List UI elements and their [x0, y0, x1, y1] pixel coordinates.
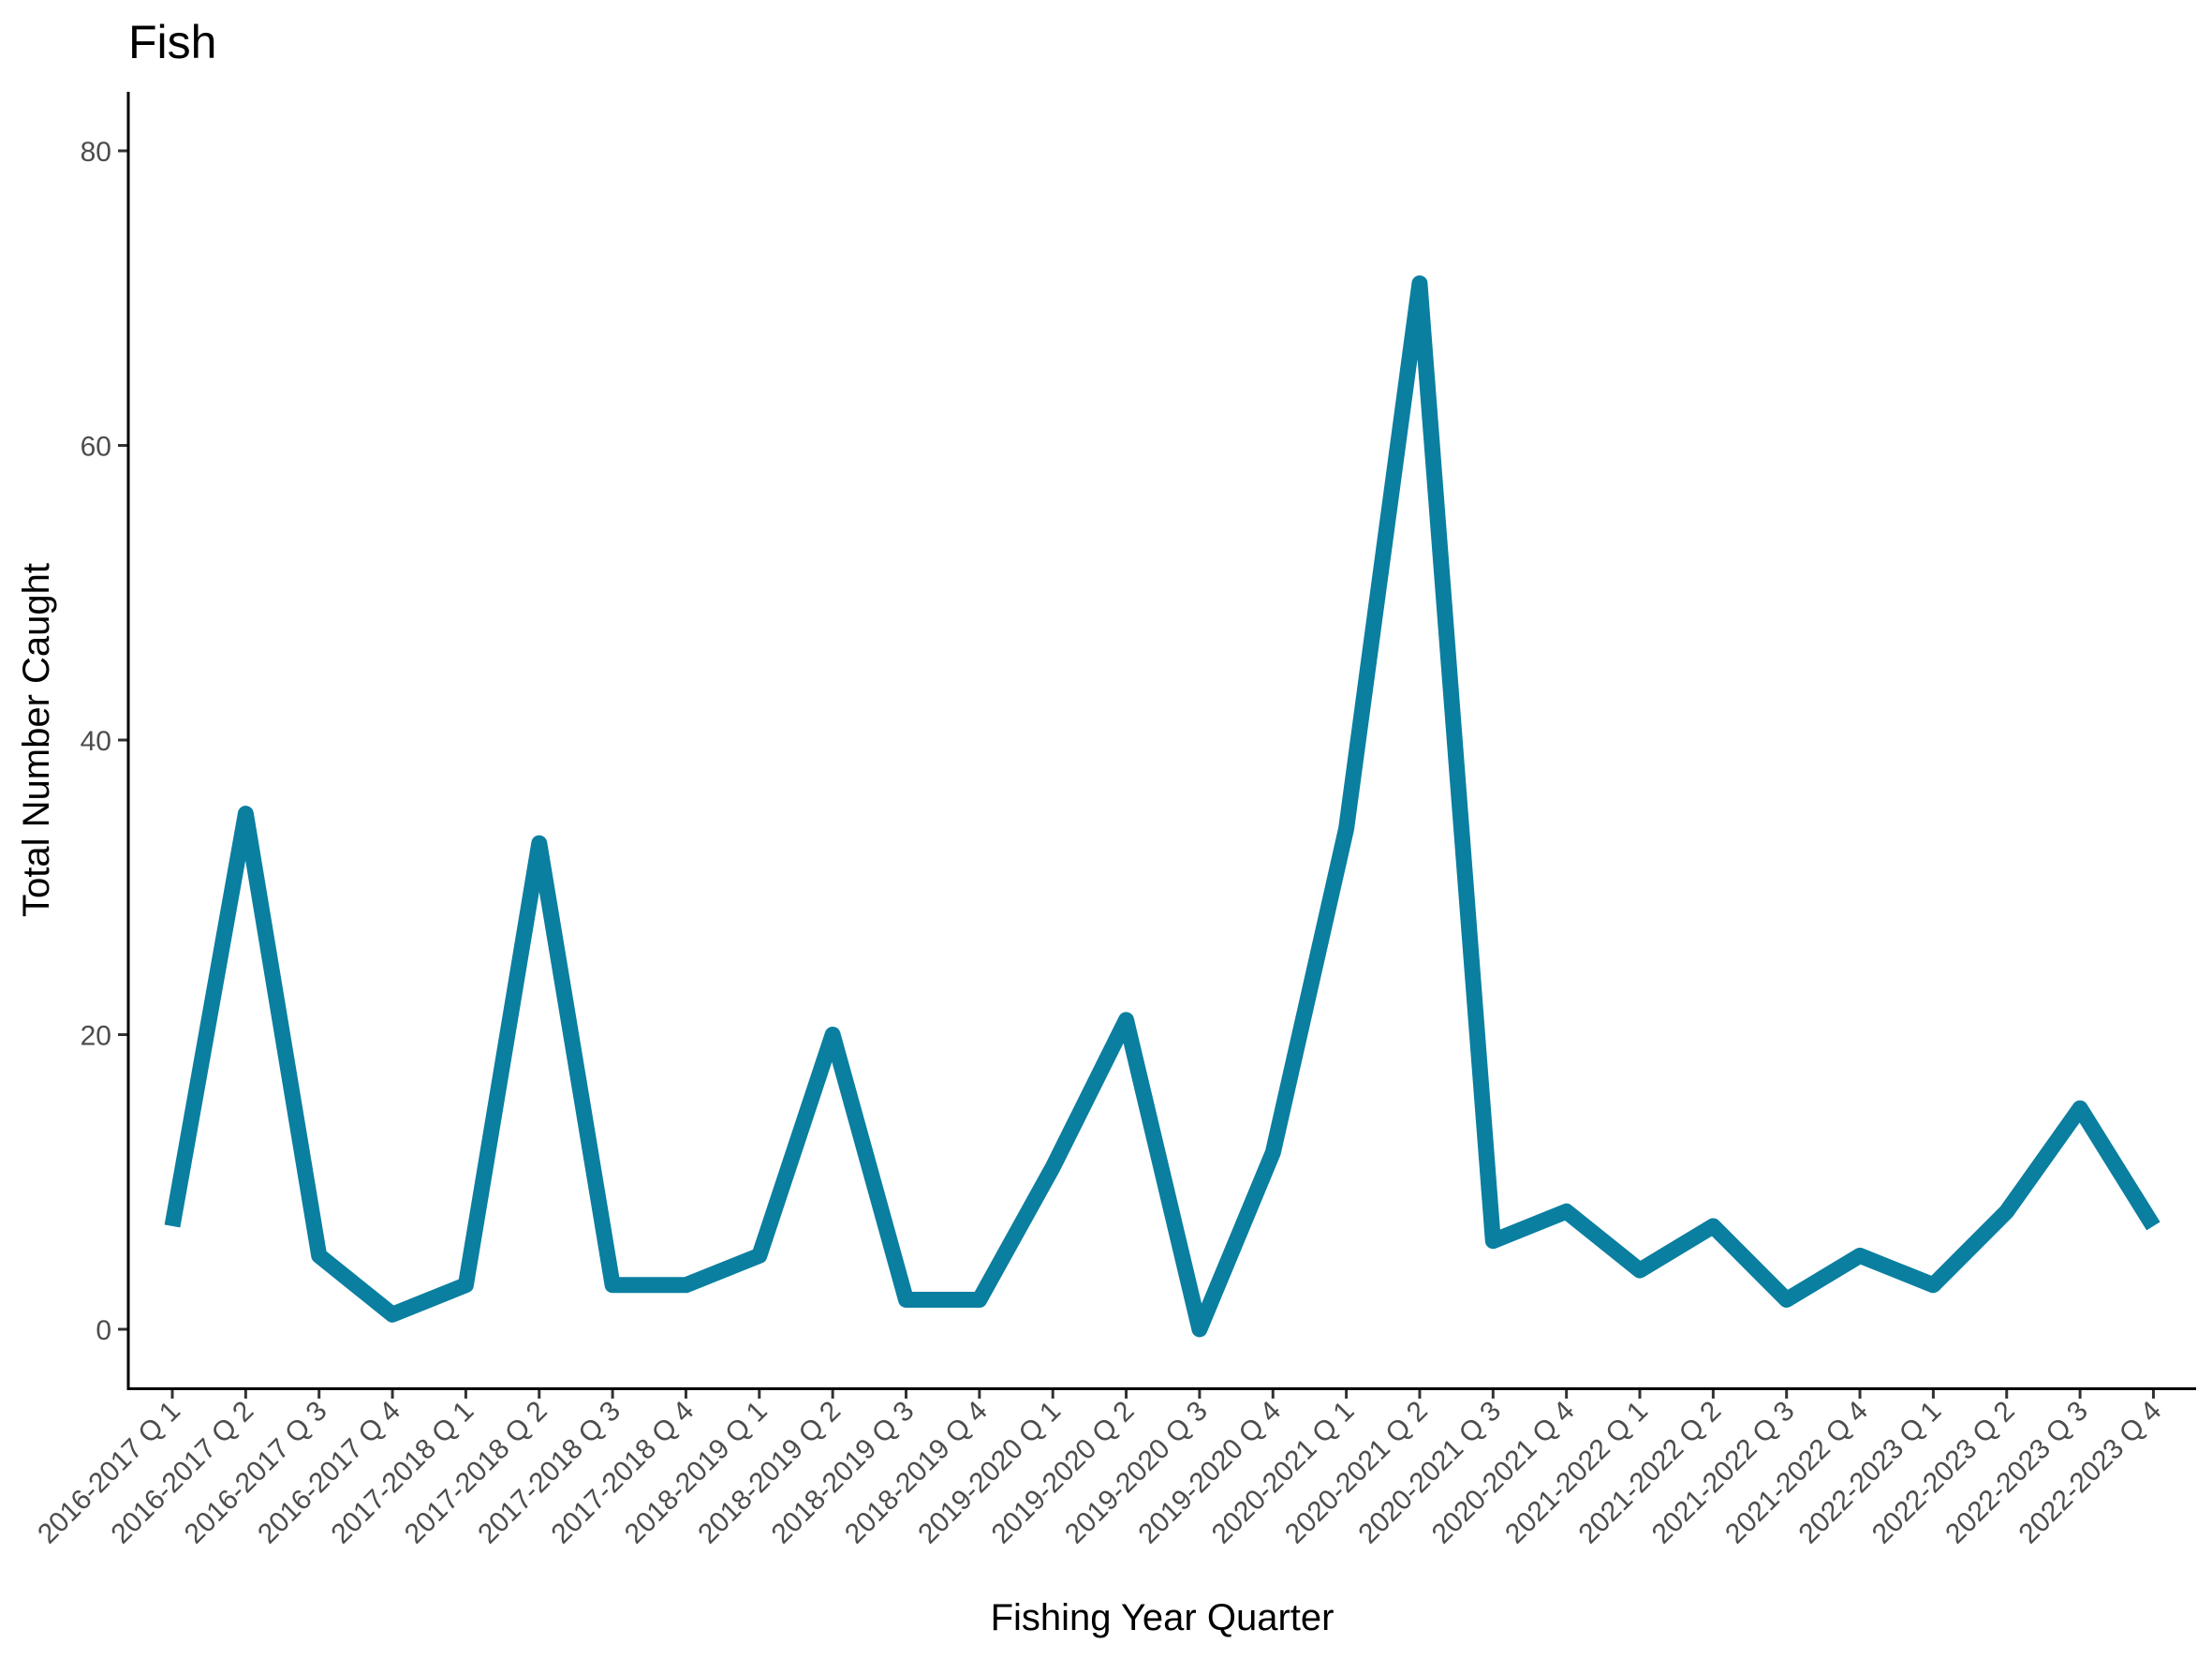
y-axis-title: Total Number Caught [16, 563, 57, 917]
y-axis-ticks: 0 20 40 60 80 [81, 137, 128, 1346]
x-axis-title: Fishing Year Quarter [991, 1597, 1335, 1638]
y-tick-label: 40 [81, 726, 111, 757]
chart-title: Fish [128, 16, 216, 68]
y-tick-label: 20 [81, 1021, 111, 1052]
y-tick-label: 60 [81, 432, 111, 463]
y-tick-label: 0 [96, 1315, 111, 1346]
series-line [164, 275, 2160, 1338]
y-tick-label: 80 [81, 137, 111, 168]
